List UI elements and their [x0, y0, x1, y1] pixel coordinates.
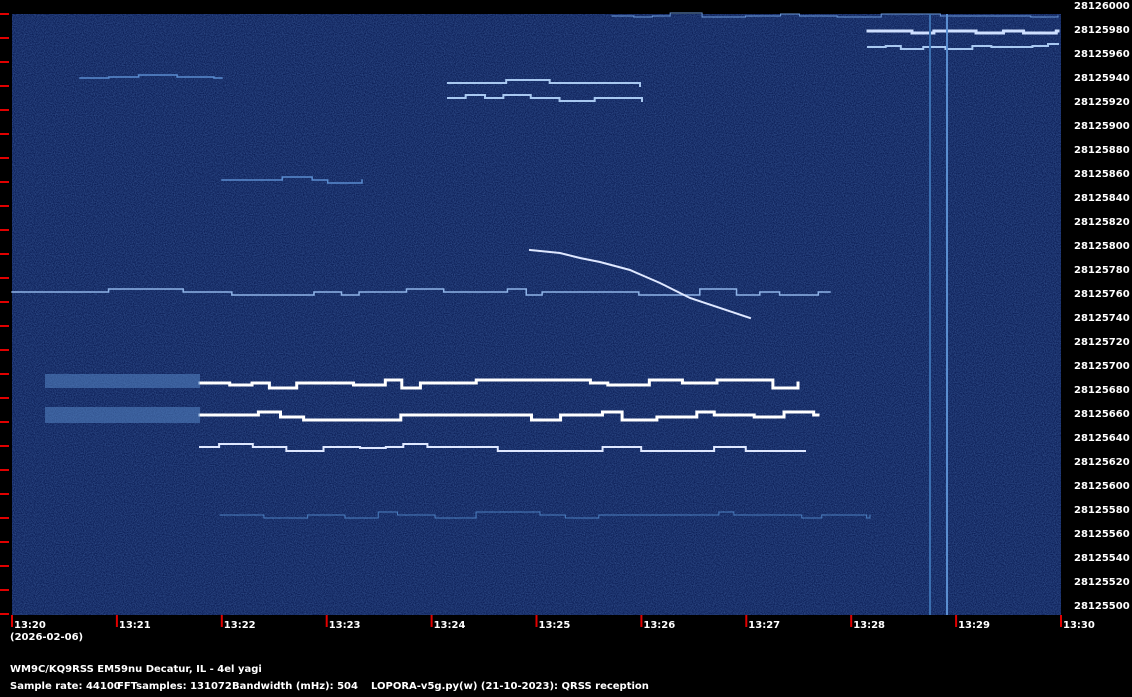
sample-rate: Sample rate: 44100	[10, 681, 121, 692]
date-label: (2026-02-06)	[10, 632, 83, 643]
y-tick-label: 28125840	[1074, 193, 1130, 204]
station-label: WM9C/KQ9RSS EM59nu Decatur, IL - 4el yag…	[10, 664, 262, 675]
y-tick-label: 28125520	[1074, 577, 1130, 588]
x-tick-label: 13:29	[958, 620, 990, 631]
x-tick-label: 13:24	[434, 620, 466, 631]
y-tick-label: 28125500	[1074, 601, 1130, 612]
software: LOPORA-v5g.py(w) (21-10-2023): QRSS rece…	[371, 681, 649, 692]
y-tick-label: 28125820	[1074, 217, 1130, 228]
x-tick-label: 13:23	[329, 620, 361, 631]
y-tick-label: 28125980	[1074, 25, 1130, 36]
x-tick-label: 13:22	[224, 620, 256, 631]
signal-trace	[198, 378, 800, 390]
y-tick-label: 28125560	[1074, 529, 1130, 540]
y-tick-label: 28125580	[1074, 505, 1130, 516]
y-tick-label: 28126000	[1074, 1, 1130, 12]
signal-trace	[447, 79, 641, 87]
y-tick-label: 28125660	[1074, 409, 1130, 420]
signal-trace	[219, 511, 871, 519]
signal-trace	[199, 443, 806, 452]
x-tick-label: 13:21	[119, 620, 151, 631]
y-tick-label: 28125760	[1074, 289, 1130, 300]
signals	[11, 12, 1060, 519]
signal-trace	[611, 12, 1059, 18]
y-tick-label: 28125800	[1074, 241, 1130, 252]
x-tick-label: 13:27	[748, 620, 780, 631]
noise	[12, 14, 1061, 615]
y-tick-label: 28125600	[1074, 481, 1130, 492]
signal-trace	[198, 410, 820, 422]
signal-trace	[867, 43, 1059, 50]
y-tick-label: 28125780	[1074, 265, 1130, 276]
signal-blur	[45, 374, 200, 388]
y-tick-label: 28125620	[1074, 457, 1130, 468]
y-tick-label: 28125740	[1074, 313, 1130, 324]
y-tick-label: 28125680	[1074, 385, 1130, 396]
signal-trace	[11, 288, 831, 296]
y-tick-label: 28125860	[1074, 169, 1130, 180]
signal-blur	[45, 407, 200, 423]
y-tick-label: 28125920	[1074, 97, 1130, 108]
x-tick-label: 13:28	[853, 620, 885, 631]
y-tick-label: 28125640	[1074, 433, 1130, 444]
y-tick-label: 28125700	[1074, 361, 1130, 372]
x-tick-label: 13:25	[539, 620, 571, 631]
y-tick-label: 28125900	[1074, 121, 1130, 132]
x-tick-label: 13:30	[1063, 620, 1095, 631]
y-tick-label: 28125880	[1074, 145, 1130, 156]
y-tick-label: 28125540	[1074, 553, 1130, 564]
signal-trace	[528, 248, 752, 320]
x-tick-label: 13:20	[14, 620, 46, 631]
y-tick-label: 28125940	[1074, 73, 1130, 84]
y-tick-label: 28125720	[1074, 337, 1130, 348]
x-tick-label: 13:26	[643, 620, 675, 631]
signal-trace	[221, 176, 363, 184]
signal-trace	[79, 74, 223, 79]
y-tick-label: 28125960	[1074, 49, 1130, 60]
signal-trace	[866, 29, 1060, 35]
signal-trace	[447, 94, 643, 102]
bandwidth: Bandwidth (mHz): 504	[232, 681, 358, 692]
fft-samples: FFTsamples: 131072	[117, 681, 232, 692]
